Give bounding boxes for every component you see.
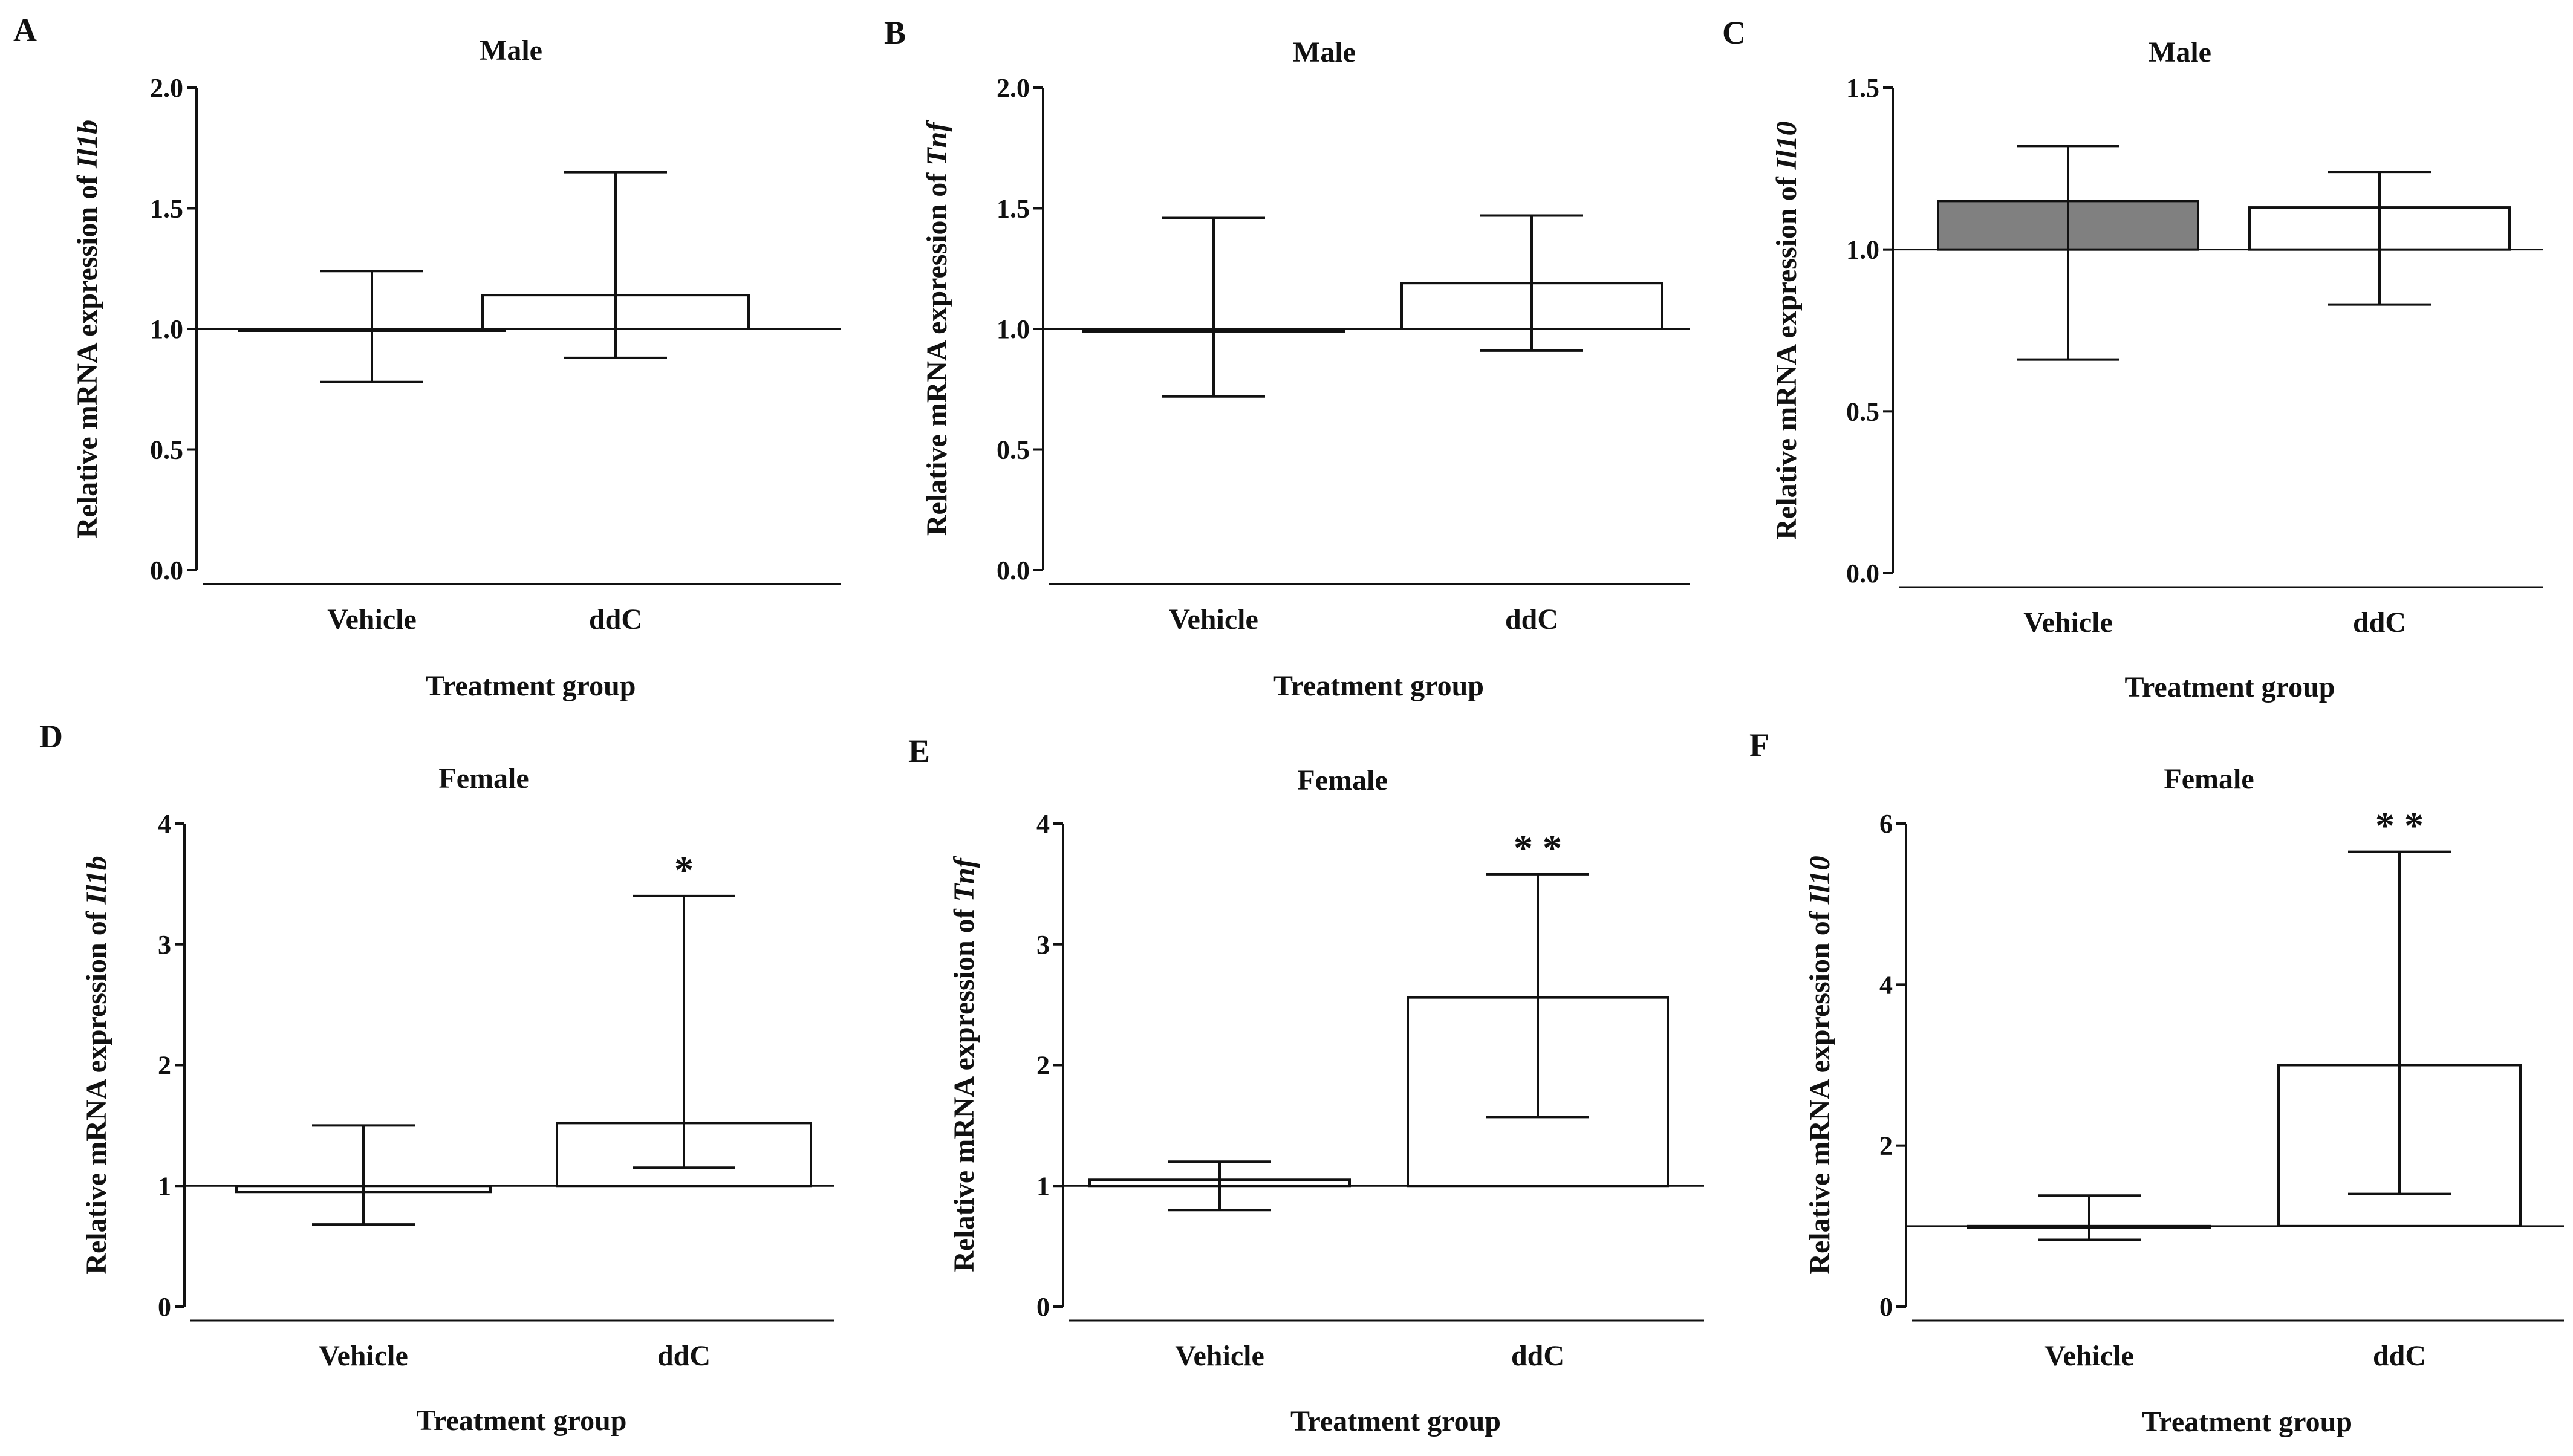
y-tick-label: 1.0 <box>997 314 1030 344</box>
y-tick-label: 0.0 <box>150 556 183 585</box>
y-tick-label: 1.5 <box>1846 73 1879 103</box>
y-axis-label-gene: Il10 <box>1771 121 1803 170</box>
y-axis-label-gene: Tnf <box>921 120 953 166</box>
y-tick-label: 1.0 <box>1846 235 1879 265</box>
panel-letter: B <box>884 15 906 51</box>
x-tick-label: Vehicle <box>1169 603 1258 635</box>
y-tick-label: 3 <box>1036 930 1050 960</box>
panel-letter: E <box>908 733 930 769</box>
y-axis-label: Relative mRNA expression of Il1b <box>71 120 103 538</box>
x-tick-label: ddC <box>1511 1340 1564 1372</box>
x-axis-label: Treatment group <box>1290 1405 1501 1437</box>
y-axis-label: Relative mRNA expression of Il10 <box>1771 121 1803 539</box>
y-tick-label: 3 <box>158 930 171 960</box>
y-axis-label: Relative mRNA expression of Il1b <box>80 856 112 1274</box>
panel-letter: F <box>1749 727 1769 763</box>
chart-title: Male <box>2149 36 2211 68</box>
panel-c: C Male 0.0 0.5 1.0 1.5 Relative mRNA expressio… <box>1722 15 2543 703</box>
y-tick-label: 1.0 <box>150 314 183 344</box>
chart-title: Female <box>2164 763 2254 795</box>
y-tick-label: 1 <box>158 1171 171 1201</box>
significance-marker: * * <box>2375 804 2424 847</box>
y-tick-label: 2.0 <box>150 73 183 103</box>
panel-a: A Male 0.0 0.5 1.0 1.5 2.0 Relative mRNA expres… <box>13 12 841 702</box>
chart-title: Male <box>480 34 542 67</box>
y-tick-label: 0 <box>1879 1292 1893 1322</box>
y-tick-label: 4 <box>1036 809 1050 839</box>
y-tick-label: 0.5 <box>997 435 1030 465</box>
y-tick-label: 2 <box>158 1051 171 1081</box>
y-tick-label: 2 <box>1879 1131 1893 1161</box>
x-tick-label: ddC <box>1505 603 1558 635</box>
y-axis-label-gene: Il1b <box>80 856 112 905</box>
significance-marker: * * <box>1514 827 1562 869</box>
y-axis-label: Relative mRNA expression of Il10 <box>1804 856 1836 1274</box>
panel-f: F Female 0 2 4 6 Relative mRNA expression of I… <box>1749 727 2564 1438</box>
y-tick-label: 1.5 <box>150 194 183 224</box>
x-tick-label: ddC <box>2353 606 2406 639</box>
x-axis-label: Treatment group <box>1273 670 1484 702</box>
y-tick-label: 0 <box>1036 1292 1050 1322</box>
y-tick-label: 1.5 <box>997 194 1030 224</box>
panel-letter: D <box>39 718 63 755</box>
significance-marker: * <box>674 848 694 891</box>
chart-title: Female <box>438 762 529 795</box>
y-axis-label-gene: Il1b <box>71 120 103 169</box>
x-axis-label: Treatment group <box>2125 671 2335 703</box>
y-tick-label: 6 <box>1879 809 1893 839</box>
y-axis-label-prefix: Relative mRNA expression of <box>80 904 112 1274</box>
x-tick-label: Vehicle <box>1175 1340 1264 1372</box>
y-tick-label: 4 <box>158 809 171 839</box>
y-tick-label: 0.5 <box>150 435 183 465</box>
x-tick-label: ddC <box>2373 1340 2426 1372</box>
panel-e: E Female 0 1 2 3 4 Relative mRNA expression of … <box>908 733 1704 1437</box>
y-tick-label: 1 <box>1036 1171 1050 1201</box>
y-axis-label: Relative mRNA expression of Tnf <box>948 856 980 1272</box>
panel-letter: C <box>1722 15 1746 51</box>
x-tick-label: ddC <box>657 1340 711 1372</box>
x-tick-label: Vehicle <box>319 1340 408 1372</box>
y-tick-label: 2 <box>1036 1051 1050 1081</box>
x-tick-label: Vehicle <box>327 603 417 635</box>
x-tick-label: Vehicle <box>2023 606 2113 639</box>
x-tick-label: ddC <box>589 603 642 635</box>
x-axis-label: Treatment group <box>2142 1406 2352 1438</box>
x-tick-label: Vehicle <box>2044 1340 2134 1372</box>
x-axis-label: Treatment group <box>426 670 636 702</box>
x-axis-label: Treatment group <box>417 1405 627 1437</box>
y-tick-label: 2.0 <box>997 73 1030 103</box>
y-tick-label: 0 <box>158 1292 171 1322</box>
y-axis-label-prefix: Relative mRNA expression of <box>948 902 980 1272</box>
chart-title: Female <box>1297 764 1387 796</box>
y-tick-label: 0.0 <box>997 556 1030 585</box>
y-axis-label-gene: Tnf <box>948 856 980 902</box>
y-axis-label-gene: Il10 <box>1804 856 1836 905</box>
y-tick-label: 0.0 <box>1846 559 1879 588</box>
chart-title: Male <box>1293 36 1356 68</box>
y-axis-label-prefix: Relative mRNA expression of <box>1804 904 1836 1274</box>
panel-b: B Male 0.0 0.5 1.0 1.5 2.0 Relative mRNA expres… <box>884 15 1690 702</box>
panel-d: D Female 0 1 2 3 4 Relative mRNA expression of … <box>39 718 834 1437</box>
y-axis-label-prefix: Relative mRNA expression of <box>921 166 953 536</box>
y-axis-label-prefix: Relative mRNA expression of <box>1771 169 1803 539</box>
y-axis-label: Relative mRNA expression of Tnf <box>921 120 953 536</box>
panel-letter: A <box>13 12 37 48</box>
y-axis-label-prefix: Relative mRNA expression of <box>71 168 103 538</box>
y-tick-label: 0.5 <box>1846 397 1879 426</box>
y-tick-label: 4 <box>1879 970 1893 999</box>
